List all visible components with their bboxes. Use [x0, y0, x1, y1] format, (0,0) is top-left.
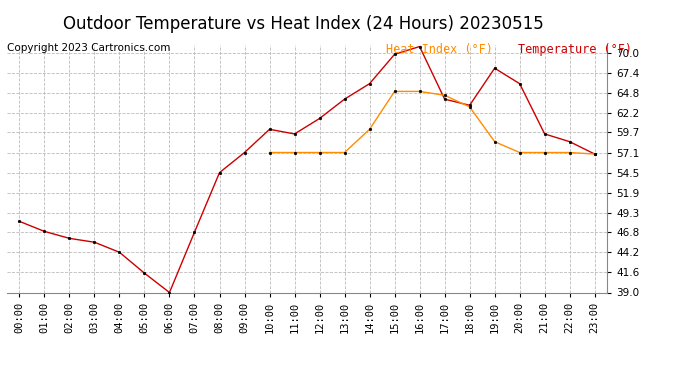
Heat Index (°F) — [491, 140, 499, 144]
Heat Index (°F) — [566, 150, 574, 155]
Heat Index (°F) — [540, 150, 549, 155]
Temperature (°F) — [15, 219, 23, 224]
Temperature (°F) — [140, 271, 148, 275]
Temperature (°F) — [515, 81, 524, 86]
Heat Index (°F) — [290, 150, 299, 155]
Temperature (°F) — [540, 132, 549, 136]
Temperature (°F) — [366, 81, 374, 86]
Heat Index (°F) — [515, 150, 524, 155]
Heat Index (°F) — [591, 152, 599, 156]
Temperature (°F) — [340, 97, 348, 101]
Temperature (°F) — [290, 132, 299, 136]
Text: Temperature (°F): Temperature (°F) — [518, 43, 631, 56]
Heat Index (°F) — [366, 127, 374, 132]
Heat Index (°F) — [340, 150, 348, 155]
Temperature (°F) — [466, 103, 474, 108]
Temperature (°F) — [391, 52, 399, 57]
Heat Index (°F) — [391, 89, 399, 94]
Temperature (°F) — [166, 290, 174, 295]
Temperature (°F) — [440, 97, 449, 101]
Temperature (°F) — [240, 150, 248, 155]
Heat Index (°F) — [466, 105, 474, 109]
Temperature (°F) — [40, 229, 48, 234]
Temperature (°F) — [415, 44, 424, 49]
Temperature (°F) — [190, 230, 199, 234]
Temperature (°F) — [491, 66, 499, 70]
Text: Copyright 2023 Cartronics.com: Copyright 2023 Cartronics.com — [7, 43, 170, 53]
Line: Heat Index (°F): Heat Index (°F) — [267, 89, 597, 156]
Temperature (°F) — [215, 170, 224, 175]
Temperature (°F) — [66, 236, 74, 241]
Heat Index (°F) — [440, 93, 449, 98]
Text: Outdoor Temperature vs Heat Index (24 Hours) 20230515: Outdoor Temperature vs Heat Index (24 Ho… — [63, 15, 544, 33]
Temperature (°F) — [90, 240, 99, 244]
Temperature (°F) — [591, 152, 599, 156]
Temperature (°F) — [315, 116, 324, 121]
Text: Heat Index (°F): Heat Index (°F) — [386, 43, 493, 56]
Heat Index (°F) — [266, 150, 274, 155]
Heat Index (°F) — [415, 89, 424, 94]
Heat Index (°F) — [315, 150, 324, 155]
Line: Temperature (°F): Temperature (°F) — [17, 44, 597, 295]
Temperature (°F) — [115, 250, 124, 255]
Temperature (°F) — [566, 140, 574, 144]
Temperature (°F) — [266, 127, 274, 132]
